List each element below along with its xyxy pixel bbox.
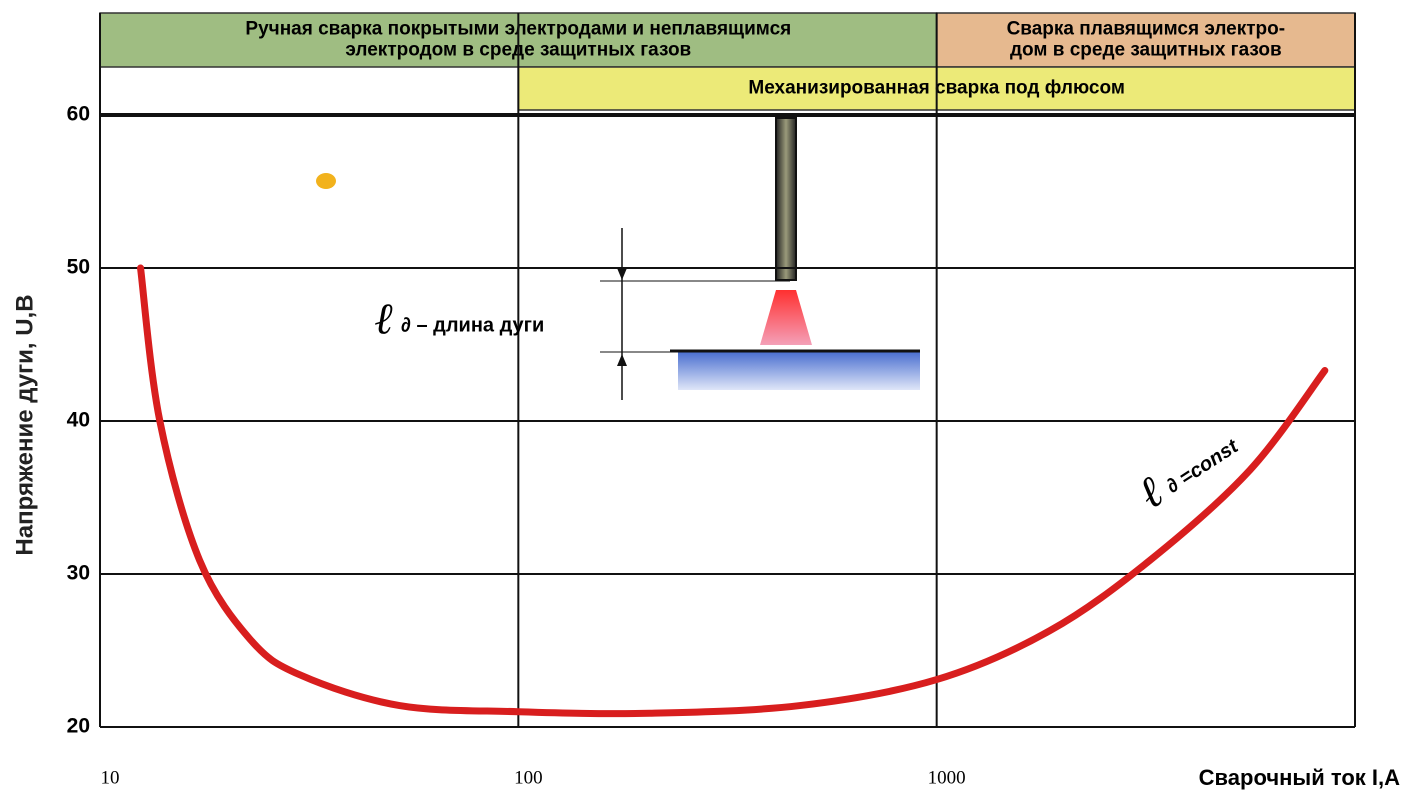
annotation-symbol: ℓ [375,294,394,345]
y-axis-title: Напряжение дуги, U,В [11,294,38,555]
y-tick-label: 30 [67,562,90,585]
droplet [316,173,336,189]
band-label: Сварка плавящимся электро- [1007,19,1286,40]
x-axis-title: Сварочный ток I,А [1199,765,1400,790]
y-tick-label: 50 [67,256,90,279]
annotation: ℓ∂ =const [1129,435,1243,519]
x-tick-label: 100 [514,767,543,788]
annotation: ℓ ∂ – длина дуги [375,294,544,345]
y-tick-label: 40 [67,409,90,432]
y-tick-label: 20 [67,715,90,738]
electrode-illustration [600,117,920,400]
annotation-text: ∂ – длина дуги [401,314,544,336]
y-tick-label: 60 [67,103,90,126]
x-tick-label: 10 [101,767,120,788]
curve [137,264,1329,718]
annotation-symbol: ℓ [1129,466,1173,519]
band-label: дом в среде защитных газов [1010,40,1282,61]
band [935,12,1356,68]
x-tick-label: 1000 [928,767,966,788]
